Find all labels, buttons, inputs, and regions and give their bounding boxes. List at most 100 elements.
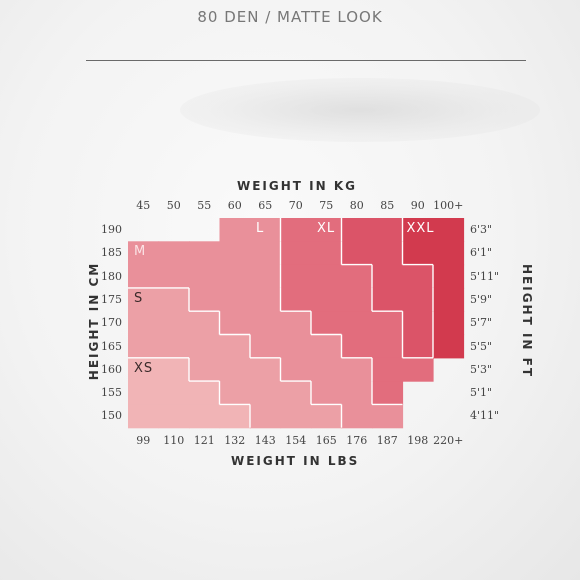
cell-m bbox=[219, 287, 251, 312]
cell-l bbox=[341, 334, 373, 359]
cell-s bbox=[280, 381, 312, 405]
cell-m bbox=[158, 241, 190, 266]
lbs-tick: 198 bbox=[407, 434, 429, 447]
cell-s bbox=[250, 381, 282, 405]
cell-s bbox=[189, 357, 221, 382]
cm-tick: 150 bbox=[101, 409, 122, 423]
cm-tick: 190 bbox=[101, 223, 122, 236]
cell-m bbox=[341, 381, 373, 405]
cell-l bbox=[372, 381, 404, 405]
cell-s bbox=[158, 311, 190, 336]
cell-xl bbox=[402, 334, 434, 359]
cell-m bbox=[128, 241, 160, 266]
cell-l bbox=[311, 218, 343, 242]
cell-l bbox=[311, 264, 343, 289]
cell-l bbox=[341, 311, 373, 336]
cell-m bbox=[341, 404, 373, 429]
kg-tick: 75 bbox=[319, 199, 334, 212]
ft-tick: 5'3" bbox=[470, 362, 493, 376]
kg-tick: 55 bbox=[197, 199, 212, 212]
cm-tick: 165 bbox=[101, 339, 122, 353]
ft-tick: 5'9" bbox=[470, 292, 493, 306]
kg-tick: 80 bbox=[349, 199, 364, 212]
cell-s bbox=[250, 404, 282, 429]
cm-tick: 180 bbox=[101, 269, 122, 283]
cell-m bbox=[250, 287, 282, 312]
kg-tick: 45 bbox=[136, 199, 151, 212]
cell-l bbox=[280, 241, 312, 266]
cell-m bbox=[280, 357, 312, 382]
cell-xl bbox=[372, 218, 404, 242]
cell-m bbox=[250, 334, 282, 359]
cell-xl bbox=[341, 218, 373, 242]
top-axis-title: WEIGHT IN KG bbox=[237, 179, 357, 193]
cell-xs bbox=[128, 404, 160, 429]
background-smudge bbox=[180, 78, 540, 142]
cell-s bbox=[311, 404, 343, 429]
cell-xs bbox=[219, 404, 251, 429]
cell-m bbox=[280, 334, 312, 359]
ft-tick: 5'5" bbox=[470, 339, 493, 353]
cell-xs bbox=[158, 357, 190, 382]
lbs-tick: 143 bbox=[254, 434, 276, 447]
lbs-tick: 165 bbox=[315, 434, 337, 447]
size-label-xxl: XXL bbox=[406, 221, 435, 236]
lbs-tick: 121 bbox=[193, 434, 215, 447]
cell-s bbox=[158, 287, 190, 312]
cell-l bbox=[311, 311, 343, 336]
cell-l bbox=[341, 287, 373, 312]
ft-tick: 6'1" bbox=[470, 246, 493, 260]
cell-xxl bbox=[433, 218, 465, 242]
page-title: 80 DEN / MATTE LOOK bbox=[197, 8, 383, 26]
cell-l bbox=[372, 311, 404, 336]
cell-m bbox=[189, 287, 221, 312]
cell-m bbox=[158, 264, 190, 289]
cell-l bbox=[372, 334, 404, 359]
cell-xxl bbox=[433, 264, 465, 289]
cell-xxl bbox=[433, 311, 465, 336]
cell-m bbox=[250, 311, 282, 336]
lbs-tick: 99 bbox=[136, 434, 151, 447]
size-label-xs: XS bbox=[134, 360, 154, 376]
cell-m bbox=[250, 264, 282, 289]
lbs-tick: 220+ bbox=[433, 434, 464, 447]
title-divider bbox=[86, 60, 526, 61]
cell-m bbox=[280, 311, 312, 336]
ft-tick: 5'1" bbox=[470, 386, 493, 400]
cell-m bbox=[311, 381, 343, 405]
cell-xxl bbox=[402, 218, 434, 242]
cell-l bbox=[311, 287, 343, 312]
cell-xs bbox=[158, 404, 190, 429]
cell-xs bbox=[189, 404, 221, 429]
cell-m bbox=[219, 264, 251, 289]
lbs-tick: 187 bbox=[376, 434, 398, 447]
cell-m bbox=[250, 218, 282, 242]
cell-xxl bbox=[433, 287, 465, 312]
cell-s bbox=[250, 357, 282, 382]
cell-m bbox=[372, 404, 404, 429]
cell-s bbox=[128, 334, 160, 359]
cell-m bbox=[189, 264, 221, 289]
size-label-xl: XL bbox=[317, 221, 336, 236]
cm-tick: 185 bbox=[101, 246, 122, 260]
kg-tick: 90 bbox=[410, 199, 425, 212]
cell-l bbox=[311, 241, 343, 266]
cell-s bbox=[219, 334, 251, 359]
cell-xl bbox=[372, 287, 404, 312]
cell-xl bbox=[402, 264, 434, 289]
cell-xxl bbox=[433, 334, 465, 359]
kg-tick: 85 bbox=[380, 199, 395, 212]
cm-tick: 170 bbox=[101, 316, 122, 330]
cell-m bbox=[128, 264, 160, 289]
cell-m bbox=[250, 241, 282, 266]
size-label-s: S bbox=[134, 290, 144, 306]
cm-tick: 160 bbox=[101, 362, 122, 376]
cell-s bbox=[189, 311, 221, 336]
cm-tick: 155 bbox=[101, 386, 122, 400]
cell-m bbox=[341, 357, 373, 382]
cell-s bbox=[280, 404, 312, 429]
cell-l bbox=[280, 264, 312, 289]
cell-xl bbox=[372, 264, 404, 289]
cell-xs bbox=[189, 381, 221, 405]
cell-s bbox=[128, 311, 160, 336]
